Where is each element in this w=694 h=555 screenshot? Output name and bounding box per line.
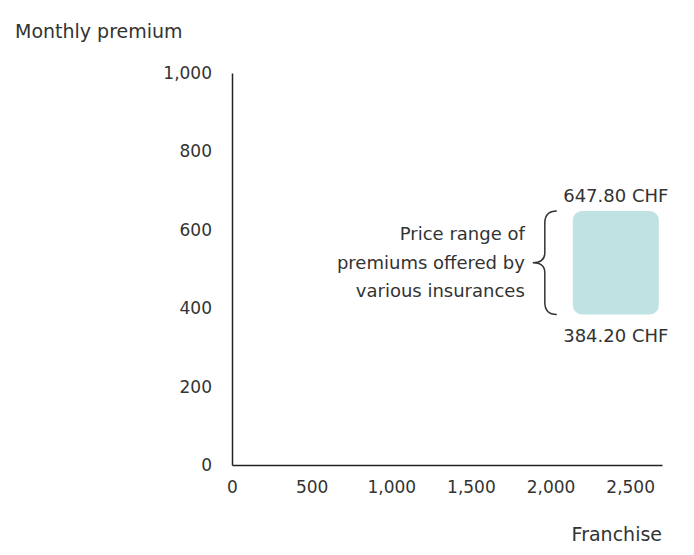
y-axis-title: Monthly premium — [15, 20, 183, 42]
y-tick: 1,000 — [163, 63, 232, 83]
chart: 0 500 1,000 1,500 2,000 2,500 0 200 400 600 800 1,0… — [0, 0, 694, 555]
y-tick: 600 — [180, 220, 232, 240]
x-tick: 1,500 — [447, 465, 496, 497]
y-tick-label: 1,000 — [163, 63, 212, 83]
x-tick: 2,500 — [606, 465, 655, 497]
annotation: premiums offered by — [337, 252, 525, 273]
y-tick-label: 200 — [180, 377, 212, 397]
x-axis-line — [233, 465, 663, 467]
y-axis: 0 200 400 600 800 1,000 — [163, 63, 232, 475]
x-tick: 500 — [296, 465, 328, 497]
y-tick-label: 400 — [180, 298, 212, 318]
y-tick: 800 — [180, 141, 232, 161]
x-tick: 2,000 — [527, 465, 576, 497]
x-tick-label: 2,000 — [527, 477, 576, 497]
x-tick-label: 1,000 — [367, 477, 416, 497]
annotation: various insurances — [356, 280, 525, 301]
y-tick: 400 — [180, 298, 232, 318]
x-axis-title: Franchise — [572, 523, 662, 545]
x-tick-label: 0 — [227, 477, 238, 497]
data-label: 384.20 CHF — [563, 325, 668, 346]
marks — [573, 211, 659, 314]
y-tick: 0 — [201, 455, 232, 475]
y-tick-label: 600 — [180, 220, 212, 240]
x-tick: 1,000 — [367, 465, 416, 497]
data-label: 647.80 CHF — [563, 185, 668, 206]
x-axis: 0 500 1,000 1,500 2,000 2,500 — [227, 465, 662, 497]
x-tick-label: 500 — [296, 477, 328, 497]
y-tick-label: 0 — [201, 455, 212, 475]
y-axis-line — [232, 74, 234, 466]
x-tick-label: 1,500 — [447, 477, 496, 497]
x-tick-label: 2,500 — [606, 477, 655, 497]
annotation: Price range of — [400, 223, 526, 244]
range-bar — [573, 211, 659, 314]
x-tick: 0 — [227, 465, 238, 497]
y-tick: 200 — [180, 377, 232, 397]
y-tick-label: 800 — [180, 141, 212, 161]
brace — [533, 211, 557, 314]
